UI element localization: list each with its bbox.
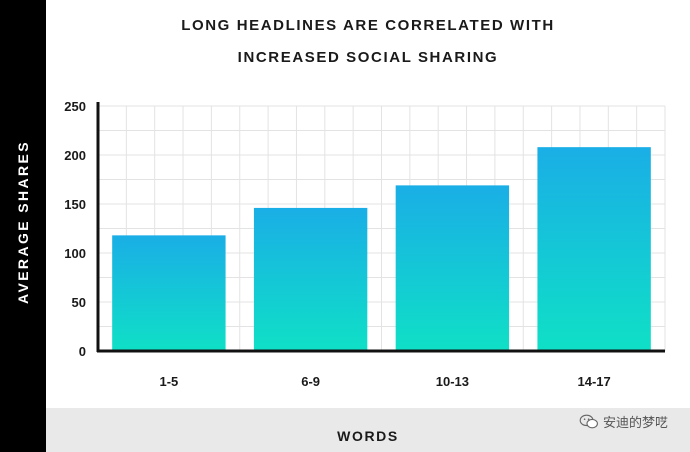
bars bbox=[112, 147, 651, 351]
axes bbox=[96, 102, 665, 353]
bar-6-9 bbox=[253, 207, 368, 351]
bar-10-13 bbox=[395, 185, 510, 351]
x-axis-title: WORDS bbox=[337, 428, 399, 444]
bar-14-17 bbox=[537, 147, 651, 351]
tick-labels: 1-5 6-9 10-13 14-17 0 50 100 150 200 250 bbox=[64, 99, 610, 389]
x-tick-label: 6-9 bbox=[301, 374, 320, 389]
wechat-icon bbox=[579, 414, 598, 428]
y-axis-label-band bbox=[0, 0, 46, 452]
y-tick-label: 250 bbox=[64, 99, 86, 114]
x-tick-label: 1-5 bbox=[159, 374, 178, 389]
x-tick-label: 10-13 bbox=[436, 374, 469, 389]
y-tick-label: 50 bbox=[72, 295, 86, 310]
y-tick-label: 0 bbox=[79, 344, 86, 359]
x-tick-label: 14-17 bbox=[578, 374, 611, 389]
y-tick-label: 200 bbox=[64, 148, 86, 163]
chart-title: LONG HEADLINES ARE CORRELATED WITH bbox=[181, 17, 555, 34]
watermark-text: 安迪的梦呓 bbox=[602, 415, 668, 430]
y-tick-label: 100 bbox=[64, 246, 86, 261]
bar-1-5 bbox=[112, 235, 226, 351]
watermark: 安迪的梦呓 bbox=[579, 412, 668, 431]
chart-subtitle: INCREASED SOCIAL SHARING bbox=[237, 49, 499, 66]
y-tick-label: 150 bbox=[64, 197, 86, 212]
